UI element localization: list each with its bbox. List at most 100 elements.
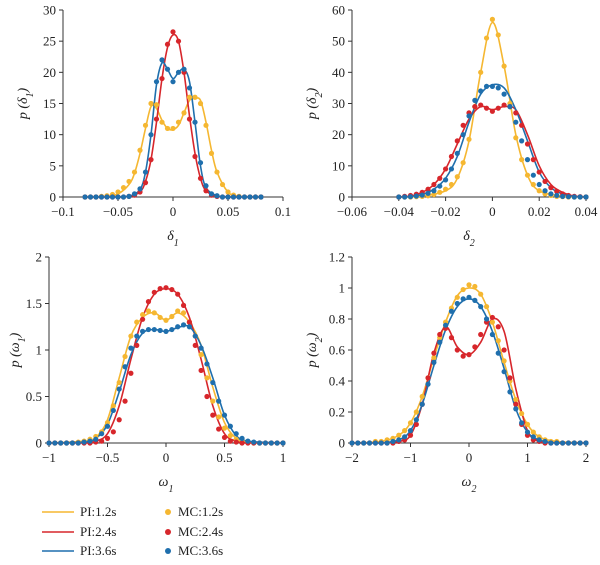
y-axis-label: p (δ1) [16,87,36,120]
y-tick-label: 10 [332,158,345,173]
data-point [489,331,495,338]
data-point [513,406,519,412]
x-tick-label: 1 [280,450,287,465]
data-point [466,136,472,142]
data-point [349,440,355,446]
data-point [483,105,490,111]
legend-marker-swatch [165,509,171,515]
x-tick-label: 0.5 [216,450,232,465]
y-tick-label: 20 [43,65,56,80]
data-point [495,85,501,91]
data-point [437,183,443,189]
data-point [227,432,233,439]
y-tick-label: 60 [332,3,345,18]
data-point [142,180,149,186]
data-point [151,289,157,295]
y-tick-label: 0 [50,190,57,205]
data-point [221,425,228,431]
y-tick-label: 1 [36,343,43,358]
data-point [396,194,402,200]
data-point [419,401,425,407]
data-point [241,194,248,200]
data-point [157,314,163,321]
data-point [115,194,121,200]
series-markers-mc-1-2s [396,16,589,200]
data-point [460,160,466,166]
data-point [131,191,138,197]
series-line-pi-3-6s [352,298,586,444]
data-point [454,347,460,353]
data-point [519,420,525,426]
data-point [443,186,449,192]
x-tick-label: 1 [524,450,531,465]
data-point [513,397,519,403]
data-point [93,436,99,442]
data-point [87,194,94,200]
data-point [247,194,253,200]
data-point [81,439,87,445]
y-tick-label: 0 [339,190,346,205]
data-point [180,302,187,308]
data-point [472,283,478,290]
data-point [148,100,154,107]
x-axis-label: δ2 [463,229,475,249]
data-point [163,285,169,291]
y-tick-label: 0.8 [329,312,345,327]
data-point [214,193,220,199]
data-point [153,102,160,108]
data-point [501,63,507,69]
data-point [110,407,116,414]
data-point [219,181,226,188]
data-point [501,369,507,375]
data-point [110,403,116,409]
data-point [413,421,419,427]
data-point [175,291,181,297]
data-point [145,308,152,314]
data-point [390,438,396,445]
data-point [507,375,513,381]
data-point [548,440,554,446]
data-point [192,94,198,100]
x-axis-label: ω1 [159,475,174,495]
data-point [443,177,449,183]
data-point [472,104,478,110]
data-point [126,178,132,185]
data-point [104,423,111,429]
data-point [280,440,286,446]
y-tick-label: 0 [36,436,43,451]
data-point [203,188,209,194]
data-point [175,308,181,314]
panel-omega1: 0 0.5 1 1.5 2 −1 −0.5 0 0.5 1 ω1 p (ω1) [8,250,286,495]
data-point [197,175,204,181]
series-line-pi-3-6s [398,83,587,198]
data-point [116,379,122,386]
data-point [472,344,478,350]
data-point [170,29,176,35]
series-markers-mc-2-4s [46,285,286,446]
data-point [186,94,193,100]
y-tick-label: 1 [339,281,346,296]
data-point [495,350,501,356]
data-point [542,438,548,445]
data-point [448,308,455,314]
data-point [116,417,122,423]
data-point [159,57,165,63]
data-point [186,319,192,325]
data-point [378,440,384,446]
data-point [82,194,88,200]
data-point [233,431,239,437]
data-point [197,100,204,107]
data-point [134,333,140,339]
data-point [489,108,495,114]
y-tick-label: 0 [339,436,346,451]
y-tick-label: 10 [43,127,56,142]
data-point [128,370,134,376]
data-point [239,435,245,441]
data-point [466,352,472,358]
y-tick-label: 20 [332,127,345,142]
data-point [478,291,484,297]
data-point [151,310,157,316]
data-point [227,438,233,444]
data-point [524,141,531,147]
data-point [204,375,210,381]
